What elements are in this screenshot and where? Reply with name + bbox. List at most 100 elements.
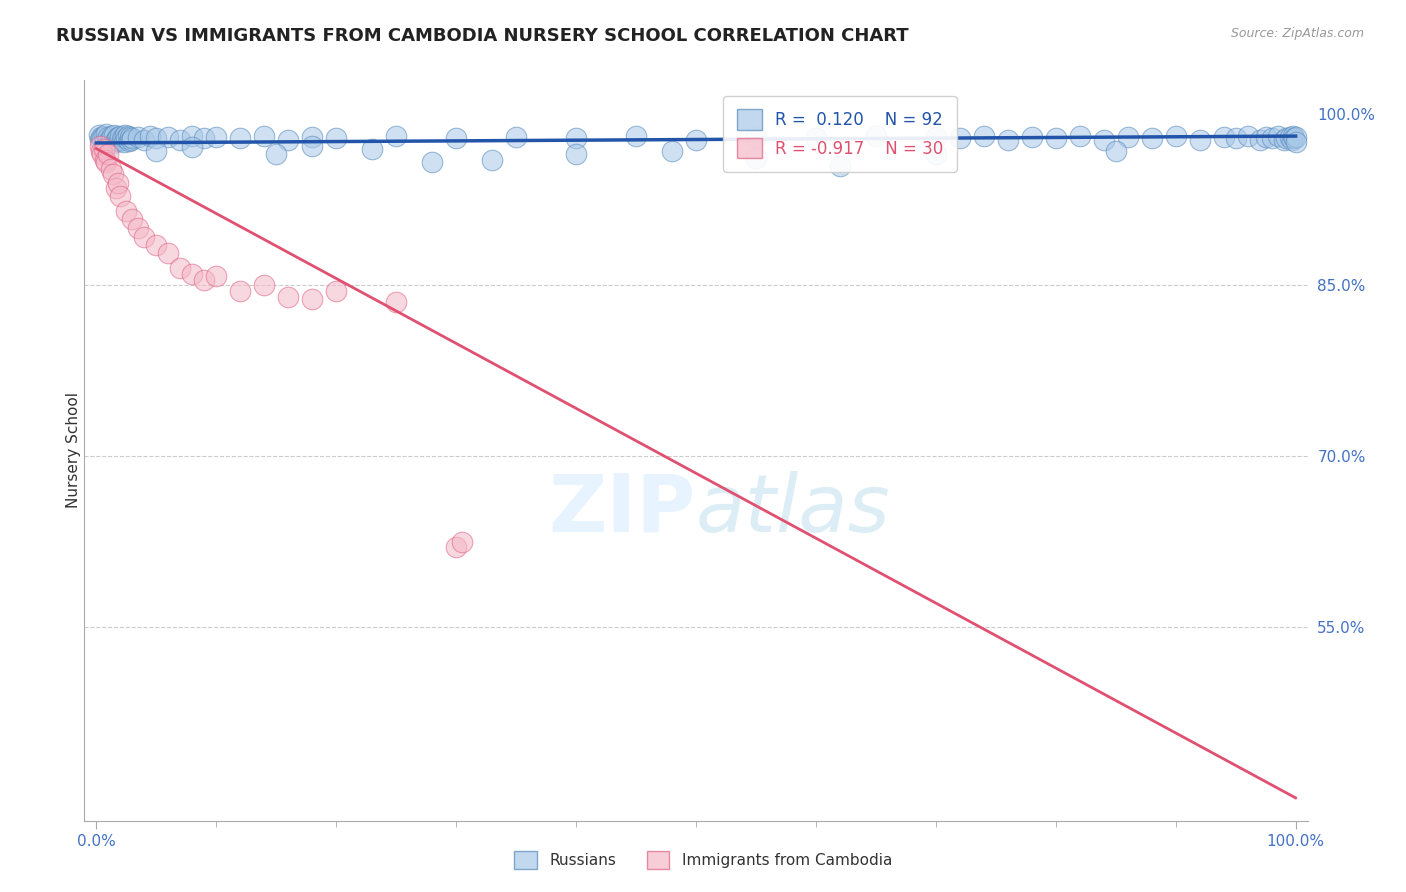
- Point: [118, 130, 141, 145]
- Text: RUSSIAN VS IMMIGRANTS FROM CAMBODIA NURSERY SCHOOL CORRELATION CHART: RUSSIAN VS IMMIGRANTS FROM CAMBODIA NURS…: [56, 27, 908, 45]
- Point: [134, 230, 156, 244]
- Point: [253, 278, 276, 293]
- Point: [444, 541, 467, 555]
- Y-axis label: Nursery School: Nursery School: [66, 392, 80, 508]
- Point: [1284, 135, 1306, 149]
- Point: [114, 128, 136, 142]
- Point: [804, 131, 827, 145]
- Point: [127, 130, 149, 145]
- Point: [1116, 130, 1139, 145]
- Point: [89, 132, 111, 146]
- Point: [117, 129, 139, 144]
- Point: [325, 131, 347, 145]
- Point: [301, 292, 323, 306]
- Point: [253, 129, 276, 144]
- Point: [1092, 132, 1115, 146]
- Point: [94, 127, 117, 141]
- Point: [1249, 132, 1271, 146]
- Point: [157, 130, 180, 145]
- Point: [181, 140, 204, 154]
- Point: [97, 147, 120, 161]
- Point: [828, 159, 851, 173]
- Point: [110, 132, 132, 146]
- Point: [90, 144, 112, 158]
- Point: [420, 155, 443, 169]
- Point: [101, 129, 124, 144]
- Point: [1164, 129, 1187, 144]
- Point: [1188, 132, 1211, 146]
- Point: [104, 132, 127, 146]
- Point: [745, 151, 768, 165]
- Point: [121, 131, 143, 145]
- Point: [93, 129, 115, 144]
- Point: [108, 134, 131, 148]
- Point: [145, 144, 167, 158]
- Point: [101, 167, 124, 181]
- Point: [301, 130, 323, 145]
- Point: [101, 136, 124, 150]
- Point: [97, 130, 120, 145]
- Point: [205, 130, 228, 145]
- Point: [118, 134, 141, 148]
- Point: [925, 147, 948, 161]
- Point: [139, 129, 162, 144]
- Point: [1021, 130, 1043, 145]
- Point: [193, 131, 215, 145]
- Text: ZIP: ZIP: [548, 471, 696, 549]
- Text: atlas: atlas: [696, 471, 891, 549]
- Point: [121, 212, 143, 227]
- Point: [107, 130, 129, 145]
- Point: [91, 147, 114, 161]
- Point: [229, 131, 252, 145]
- Point: [444, 131, 467, 145]
- Point: [745, 130, 768, 145]
- Point: [1140, 131, 1163, 145]
- Point: [264, 147, 287, 161]
- Point: [100, 162, 122, 177]
- Point: [145, 238, 167, 252]
- Point: [169, 132, 191, 146]
- Point: [301, 139, 323, 153]
- Point: [229, 284, 252, 298]
- Point: [87, 128, 110, 142]
- Point: [973, 129, 995, 144]
- Point: [193, 272, 215, 286]
- Point: [93, 134, 117, 148]
- Point: [145, 131, 167, 145]
- Point: [1281, 132, 1303, 146]
- Point: [1272, 132, 1295, 146]
- Point: [451, 534, 474, 549]
- Point: [481, 153, 503, 167]
- Legend: R =  0.120    N = 92, R = -0.917    N = 30: R = 0.120 N = 92, R = -0.917 N = 30: [724, 96, 956, 171]
- Point: [949, 131, 972, 145]
- Point: [361, 142, 384, 156]
- Point: [115, 131, 138, 145]
- Point: [181, 129, 204, 144]
- Point: [925, 130, 948, 145]
- Point: [107, 176, 129, 190]
- Point: [120, 132, 142, 146]
- Point: [105, 131, 128, 145]
- Point: [565, 131, 588, 145]
- Point: [100, 131, 122, 145]
- Point: [93, 153, 117, 167]
- Point: [661, 144, 683, 158]
- Point: [110, 129, 132, 144]
- Point: [1212, 130, 1234, 145]
- Point: [115, 204, 138, 219]
- Point: [1284, 131, 1306, 145]
- Legend: Russians, Immigrants from Cambodia: Russians, Immigrants from Cambodia: [508, 845, 898, 875]
- Point: [385, 129, 408, 144]
- Point: [127, 221, 149, 235]
- Point: [865, 129, 887, 144]
- Point: [96, 135, 118, 149]
- Point: [565, 147, 588, 161]
- Point: [91, 131, 114, 145]
- Point: [110, 189, 132, 203]
- Point: [103, 128, 125, 142]
- Point: [1284, 130, 1306, 145]
- Point: [112, 135, 135, 149]
- Point: [205, 269, 228, 284]
- Point: [1105, 144, 1128, 158]
- Point: [181, 267, 204, 281]
